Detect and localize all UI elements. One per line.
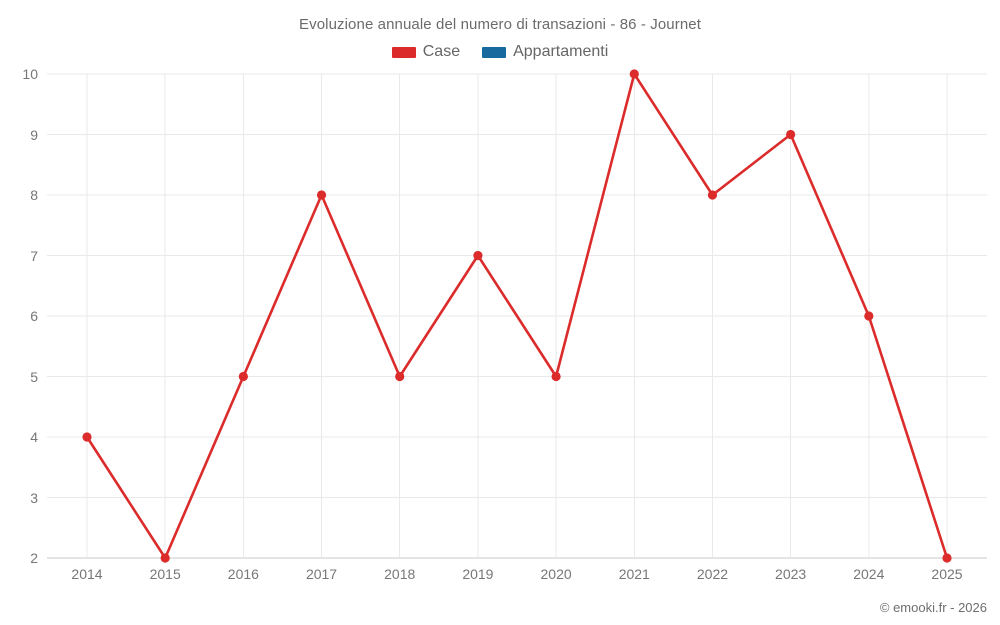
x-tick-label: 2018 xyxy=(384,566,416,582)
data-point[interactable] xyxy=(864,311,874,321)
y-tick-label: 6 xyxy=(30,308,38,324)
data-point[interactable] xyxy=(551,371,561,382)
data-point[interactable] xyxy=(786,129,796,140)
y-tick-label: 5 xyxy=(30,368,38,385)
legend-item-appartamenti[interactable]: Appartamenti xyxy=(482,43,608,61)
y-tick-label: 3 xyxy=(30,489,38,506)
data-point[interactable] xyxy=(82,432,92,442)
y-tick-label: 10 xyxy=(22,66,38,82)
y-tick-label: 2 xyxy=(30,550,38,566)
legend-label-case: Case xyxy=(422,43,461,60)
data-point[interactable] xyxy=(629,69,639,79)
data-point[interactable] xyxy=(473,250,483,261)
y-axis-tick-labels: 2 3 4 5 6 7 8 9 10 xyxy=(0,66,38,566)
x-tick-label: 2014 xyxy=(71,566,103,582)
x-tick-label: 2022 xyxy=(696,566,729,582)
legend-swatch-case xyxy=(391,46,416,58)
legend-swatch-appartamenti xyxy=(482,46,507,58)
data-point[interactable] xyxy=(707,190,718,200)
y-tick-label: 7 xyxy=(30,247,38,264)
x-tick-label: 2025 xyxy=(931,566,963,582)
chart-title: Evoluzione annuale del numero di transaz… xyxy=(299,16,701,33)
x-tick-label: 2019 xyxy=(462,566,494,582)
y-tick-label: 4 xyxy=(30,429,38,445)
y-tick-label: 8 xyxy=(30,187,38,203)
data-point[interactable] xyxy=(395,371,405,382)
copyright-footer: © emooki.fr - 2026 xyxy=(879,600,987,615)
x-tick-label: 2017 xyxy=(305,566,338,582)
x-tick-label: 2021 xyxy=(618,566,650,582)
data-point[interactable] xyxy=(942,553,952,563)
data-point[interactable] xyxy=(316,190,327,200)
data-point[interactable] xyxy=(160,553,170,563)
series-case xyxy=(82,69,952,563)
series-line-case xyxy=(85,72,949,560)
plot-area xyxy=(47,69,987,563)
legend-label-appartamenti: Appartamenti xyxy=(513,43,609,60)
x-tick-label: 2016 xyxy=(227,566,259,582)
chart-legend: Case Appartamenti xyxy=(0,43,1000,61)
x-axis-tick-labels: 2014 2015 2016 2017 2018 2019 2020 2021 2022 2023… xyxy=(47,566,987,588)
x-tick-label: 2023 xyxy=(775,566,807,582)
legend-item-case[interactable]: Case xyxy=(391,43,461,61)
x-tick-label: 2020 xyxy=(540,566,572,582)
x-tick-label: 2024 xyxy=(853,566,885,582)
data-point[interactable] xyxy=(238,371,248,382)
x-tick-label: 2015 xyxy=(149,566,181,582)
plot-svg xyxy=(47,69,987,563)
y-tick-label: 9 xyxy=(30,126,38,143)
